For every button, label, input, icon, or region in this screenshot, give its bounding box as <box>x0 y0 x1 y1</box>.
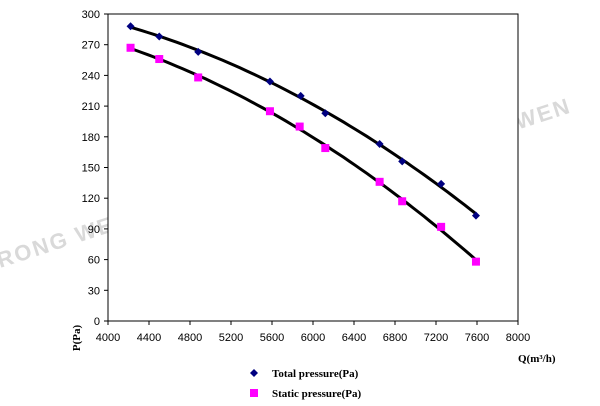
x-tick-label: 4000 <box>96 332 120 344</box>
legend-diamond-icon <box>250 369 258 377</box>
y-tick-label: 240 <box>82 70 100 82</box>
x-axis: 4000 4400 4800 5200 5600 6000 6400 6800 7200 7600… <box>96 321 530 344</box>
fit-curve-static <box>130 47 477 262</box>
y-tick-label: 30 <box>88 285 100 297</box>
y-tick-label: 90 <box>88 224 100 236</box>
legend: Total pressure(Pa) Static pressure(Pa) <box>250 368 361 400</box>
legend-marker-static-pressure <box>250 389 258 397</box>
y-axis: 0 30 60 90 120 150 180 210 240 270 300 <box>82 9 108 328</box>
static-pressure-point <box>295 122 304 131</box>
fit-curve-total <box>130 25 477 215</box>
legend-square-icon <box>250 389 258 397</box>
static-pressure-point <box>194 73 203 82</box>
x-axis-label: Q(m³/h) <box>518 353 556 365</box>
total-pressure-point <box>471 211 480 220</box>
static-pressure-point <box>155 55 164 64</box>
static-pressure-point <box>321 144 330 153</box>
legend-label-total-pressure: Total pressure(Pa) <box>272 368 359 380</box>
x-tick-label: 6400 <box>342 332 366 344</box>
y-tick-label: 60 <box>88 255 100 267</box>
data-points <box>126 22 480 266</box>
total-pressure-point <box>437 179 446 188</box>
total-pressure-point <box>194 47 203 56</box>
static-pressure-point <box>471 257 480 266</box>
x-tick-label: 8000 <box>506 332 530 344</box>
plot-area <box>107 13 519 322</box>
total-pressure-point <box>375 139 384 148</box>
x-tick-label: 6800 <box>383 332 407 344</box>
x-tick-label: 5600 <box>260 332 284 344</box>
x-tick-label: 7600 <box>465 332 489 344</box>
total-pressure-point <box>126 22 135 31</box>
fit-curves <box>130 25 477 262</box>
x-tick-label: 4800 <box>178 332 202 344</box>
total-pressure-point <box>398 157 407 166</box>
total-pressure-point <box>321 109 330 118</box>
total-pressure-point <box>265 77 274 86</box>
static-pressure-point <box>437 222 446 231</box>
x-tick-label: 4400 <box>137 332 161 344</box>
static-pressure-point <box>398 197 407 206</box>
y-tick-label: 0 <box>94 316 100 328</box>
legend-label-static-pressure: Static pressure(Pa) <box>272 388 361 400</box>
x-tick-label: 7200 <box>424 332 448 344</box>
y-tick-label: 180 <box>82 132 100 144</box>
y-tick-label: 150 <box>82 163 100 175</box>
y-axis-label: P(Pa) <box>71 325 83 352</box>
y-tick-label: 120 <box>82 193 100 205</box>
x-tick-label: 6000 <box>301 332 325 344</box>
static-pressure-point <box>126 43 135 52</box>
y-tick-label: 270 <box>82 40 100 52</box>
x-tick-label: 5200 <box>219 332 243 344</box>
y-tick-label: 300 <box>82 9 100 21</box>
y-tick-label: 210 <box>82 101 100 113</box>
total-pressure-point <box>296 91 305 100</box>
static-pressure-point <box>265 107 274 116</box>
total-pressure-point <box>155 32 164 41</box>
static-pressure-point <box>375 177 384 186</box>
legend-marker-total-pressure <box>250 369 258 377</box>
